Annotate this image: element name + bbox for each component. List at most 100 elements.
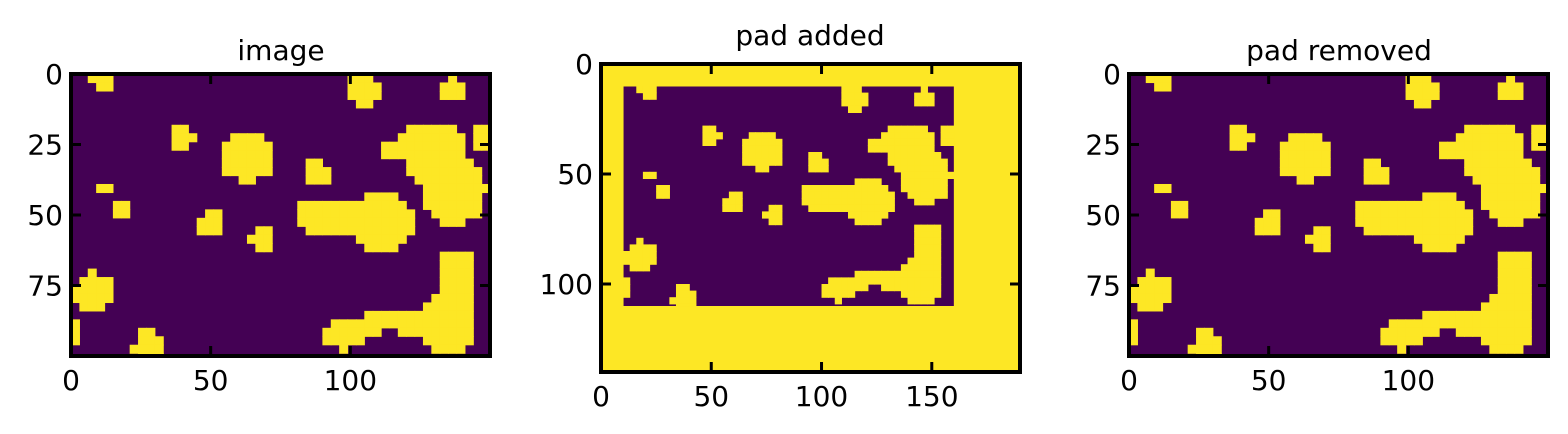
heatmap-cell bbox=[1246, 133, 1256, 143]
heatmap-cell bbox=[894, 158, 902, 166]
heatmap-cell bbox=[742, 152, 750, 160]
heatmap-cell bbox=[854, 86, 862, 94]
heatmap-cell bbox=[907, 185, 915, 193]
heatmap-cell bbox=[456, 302, 466, 312]
heatmap-background bbox=[1129, 74, 1548, 356]
heatmap-cell bbox=[887, 152, 895, 160]
heatmap-cell bbox=[1455, 200, 1465, 210]
heatmap-cell bbox=[649, 244, 657, 252]
heatmap-cell bbox=[920, 191, 928, 199]
heatmap-cell bbox=[431, 141, 441, 151]
heatmap-cell bbox=[439, 167, 449, 177]
heatmap-cell bbox=[347, 226, 357, 236]
heatmap-cell bbox=[389, 217, 399, 227]
heatmap-cell bbox=[761, 165, 770, 173]
heatmap-cell bbox=[861, 92, 869, 100]
heatmap-cell bbox=[448, 192, 458, 202]
heatmap-cell bbox=[1522, 251, 1532, 261]
heatmap-cell bbox=[1447, 319, 1457, 329]
heatmap-cell bbox=[814, 185, 823, 193]
heatmap-cell bbox=[1447, 192, 1457, 202]
heatmap-cell bbox=[448, 310, 458, 320]
heatmap-cell bbox=[314, 200, 323, 210]
heatmap-cell bbox=[1447, 141, 1457, 151]
heatmap-cell bbox=[322, 217, 332, 227]
heatmap-cell bbox=[448, 175, 458, 185]
heatmap-cell bbox=[230, 158, 240, 168]
heatmap-cell bbox=[205, 209, 215, 219]
heatmap-cell bbox=[397, 319, 407, 329]
heatmap-cell bbox=[1531, 200, 1541, 210]
heatmap-cell bbox=[881, 204, 889, 212]
heatmap-cell bbox=[1380, 200, 1390, 210]
heatmap-cell bbox=[920, 231, 928, 239]
heatmap-cell bbox=[761, 152, 770, 160]
heatmap-cell bbox=[1447, 234, 1457, 244]
heatmap-cell bbox=[414, 133, 424, 143]
heatmap-cell bbox=[456, 344, 466, 354]
heatmap-cell bbox=[914, 264, 922, 272]
heatmap-cell bbox=[748, 145, 756, 153]
heatmap-cell bbox=[642, 257, 651, 265]
heatmap-cell bbox=[1539, 133, 1549, 143]
heatmap-cell bbox=[448, 319, 458, 329]
heatmap-cell bbox=[263, 150, 273, 160]
heatmap-cell bbox=[339, 217, 349, 227]
heatmap-cell bbox=[1472, 124, 1482, 134]
heatmap-cell bbox=[914, 132, 922, 140]
pad-region bbox=[601, 86, 624, 307]
heatmap-cell bbox=[1422, 310, 1432, 320]
heatmap-cell bbox=[456, 200, 466, 210]
heatmap-cell bbox=[372, 234, 382, 244]
heatmap-cell bbox=[1506, 217, 1516, 227]
heatmap-cell bbox=[431, 150, 441, 160]
heatmap-cell bbox=[171, 141, 181, 151]
heatmap-cell bbox=[927, 297, 935, 305]
heatmap-cell bbox=[1196, 344, 1206, 354]
heatmap-cell bbox=[814, 198, 823, 206]
heatmap-cell bbox=[1480, 158, 1490, 168]
heatmap-cell bbox=[1522, 293, 1532, 304]
heatmap-cell bbox=[406, 167, 416, 177]
heatmap-cell bbox=[456, 285, 466, 295]
heatmap-cell bbox=[1514, 293, 1524, 304]
heatmap-cell bbox=[861, 277, 869, 285]
heatmap-cell bbox=[1514, 167, 1524, 177]
heatmap-cell bbox=[1489, 344, 1499, 354]
heatmap-cell bbox=[768, 138, 776, 146]
heatmap-cell bbox=[874, 277, 882, 285]
heatmap-cell bbox=[339, 319, 349, 329]
heatmap-cell bbox=[448, 133, 458, 143]
heatmap-cell bbox=[255, 234, 265, 244]
heatmap-cell bbox=[1413, 200, 1423, 210]
heatmap-cell bbox=[1497, 167, 1507, 177]
heatmap-cell bbox=[900, 152, 909, 160]
heatmap-cell bbox=[1154, 285, 1164, 295]
heatmap-cell bbox=[854, 211, 862, 219]
heatmap-cell bbox=[1263, 217, 1273, 227]
heatmap-cell bbox=[322, 209, 332, 219]
heatmap-cell bbox=[473, 175, 483, 185]
heatmap-cell bbox=[1145, 293, 1155, 304]
heatmap-cell bbox=[146, 344, 156, 354]
heatmap-cell bbox=[414, 158, 424, 168]
heatmap-cell bbox=[364, 74, 374, 84]
heatmap-cell bbox=[1422, 217, 1432, 227]
heatmap-cell bbox=[1514, 150, 1524, 160]
heatmap-cell bbox=[112, 200, 122, 210]
heatmap-cell bbox=[322, 336, 332, 346]
heatmap-cell bbox=[1514, 133, 1524, 143]
heatmap-cell bbox=[406, 150, 416, 160]
heatmap-cell bbox=[933, 251, 942, 259]
heatmap-cell bbox=[1506, 133, 1516, 143]
heatmap-cell bbox=[1522, 158, 1532, 168]
heatmap-cell bbox=[861, 204, 869, 212]
heatmap-cell bbox=[1405, 82, 1415, 92]
heatmap-cell bbox=[867, 211, 876, 219]
heatmap-cell bbox=[339, 209, 349, 219]
heatmap-cell bbox=[1455, 141, 1465, 151]
heatmap-cell bbox=[927, 198, 935, 206]
heatmap-cell bbox=[1263, 226, 1273, 236]
heatmap-cell bbox=[847, 92, 856, 100]
heatmap-cell bbox=[1497, 183, 1507, 194]
